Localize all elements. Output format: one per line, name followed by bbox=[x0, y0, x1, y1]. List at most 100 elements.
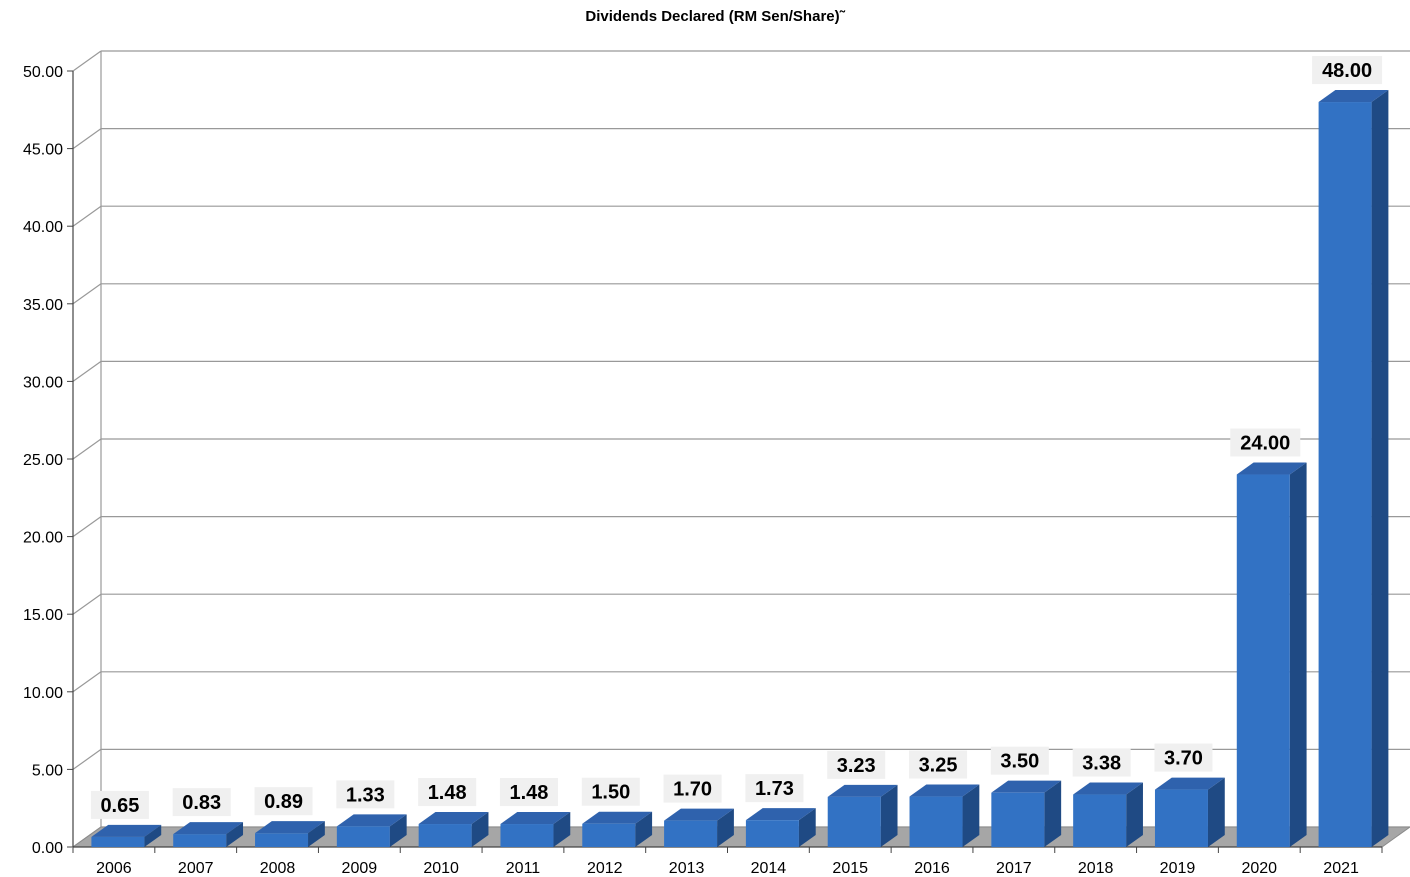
bar-side bbox=[1207, 777, 1225, 847]
data-label-bg bbox=[499, 778, 558, 807]
x-tick-label: 2011 bbox=[506, 860, 541, 877]
bar-top bbox=[1073, 782, 1143, 795]
data-label: 1.70 bbox=[673, 779, 712, 801]
bar-side bbox=[880, 784, 898, 847]
data-label: 1.48 bbox=[510, 782, 549, 804]
gridline-diagonal bbox=[72, 360, 102, 382]
y-tick-label: 5.00 bbox=[32, 762, 63, 779]
bar-top bbox=[173, 822, 244, 835]
bar-side bbox=[1371, 90, 1389, 848]
gridline-diagonal bbox=[72, 748, 102, 770]
bar-top bbox=[1154, 777, 1225, 790]
gridline-diagonal bbox=[72, 593, 102, 615]
bar-side bbox=[226, 822, 244, 847]
bar bbox=[827, 796, 881, 847]
gridline-diagonal bbox=[72, 516, 102, 538]
data-label-bg bbox=[254, 787, 313, 816]
bar-top bbox=[745, 808, 816, 821]
bar-top bbox=[1318, 90, 1389, 103]
bar bbox=[173, 834, 227, 847]
data-label-bg bbox=[172, 788, 231, 817]
y-tick-label: 25.00 bbox=[23, 452, 63, 469]
data-label-bg bbox=[1312, 56, 1383, 85]
data-label-bg bbox=[1072, 748, 1131, 777]
bar bbox=[1318, 102, 1372, 848]
data-label-bg bbox=[1154, 743, 1213, 772]
bar-side bbox=[1044, 780, 1062, 847]
bar-side bbox=[962, 784, 980, 847]
data-label: 3.23 bbox=[837, 755, 876, 777]
data-label-bg bbox=[745, 774, 804, 803]
bar-side bbox=[717, 808, 734, 847]
data-label: 0.89 bbox=[264, 791, 303, 813]
gridline-diagonal bbox=[72, 205, 102, 227]
bar bbox=[1236, 474, 1290, 847]
data-label-bg bbox=[663, 774, 722, 803]
data-label: 1.73 bbox=[755, 778, 794, 800]
bar-top bbox=[91, 824, 162, 837]
bar bbox=[664, 820, 718, 847]
bar-side bbox=[798, 808, 816, 847]
bar bbox=[255, 833, 309, 847]
bar-side bbox=[471, 812, 489, 847]
y-tick-label: 0.00 bbox=[32, 840, 63, 857]
bar bbox=[500, 824, 554, 847]
data-label: 0.65 bbox=[100, 795, 139, 817]
bar-top bbox=[336, 814, 407, 827]
data-label: 1.48 bbox=[428, 782, 467, 804]
bar-top bbox=[582, 811, 653, 824]
bar-top bbox=[991, 780, 1062, 793]
data-label: 3.38 bbox=[1082, 753, 1121, 775]
bar-top bbox=[827, 784, 898, 797]
y-tick-label: 30.00 bbox=[23, 374, 63, 391]
y-tick-label: 45.00 bbox=[23, 142, 63, 159]
gridline-diagonal bbox=[72, 671, 102, 693]
x-tick-label: 2019 bbox=[1160, 860, 1196, 877]
data-label: 3.70 bbox=[1164, 748, 1203, 770]
bar bbox=[91, 836, 145, 847]
data-label: 48.00 bbox=[1322, 60, 1372, 82]
bar bbox=[991, 792, 1045, 847]
bar-top bbox=[1236, 462, 1307, 475]
data-label: 24.00 bbox=[1240, 433, 1290, 455]
data-label-bg bbox=[827, 750, 886, 779]
bar-side bbox=[553, 812, 571, 847]
data-label-bg bbox=[990, 746, 1049, 775]
data-label-bg bbox=[909, 750, 968, 779]
bar bbox=[336, 826, 390, 847]
bar-top bbox=[664, 808, 734, 821]
bar-top bbox=[255, 821, 325, 834]
x-tick-label: 2020 bbox=[1241, 860, 1277, 877]
data-label-bg bbox=[1230, 428, 1301, 457]
data-label-bg bbox=[90, 790, 149, 819]
bar bbox=[1154, 789, 1208, 847]
bar-top bbox=[418, 812, 489, 825]
data-label-bg bbox=[418, 778, 477, 807]
gridline-diagonal bbox=[72, 128, 102, 150]
y-tick-label: 10.00 bbox=[23, 685, 63, 702]
bar bbox=[582, 823, 636, 847]
y-tick-label: 40.00 bbox=[23, 219, 63, 236]
bar-side bbox=[1289, 462, 1307, 847]
bar-side bbox=[308, 821, 325, 847]
gridline-diagonal bbox=[72, 438, 102, 460]
bar-top bbox=[500, 812, 571, 825]
gridline-diagonal bbox=[72, 283, 102, 305]
x-tick-label: 2018 bbox=[1078, 860, 1114, 877]
bar-side bbox=[389, 814, 407, 847]
data-label: 3.25 bbox=[919, 755, 958, 777]
bar-top bbox=[909, 784, 980, 797]
data-label: 1.33 bbox=[346, 784, 385, 806]
y-tick-label: 35.00 bbox=[23, 297, 63, 314]
x-tick-label: 2009 bbox=[342, 860, 378, 877]
data-label: 3.50 bbox=[1000, 751, 1039, 773]
y-tick-label: 15.00 bbox=[23, 607, 63, 624]
x-tick-label: 2007 bbox=[178, 860, 214, 877]
x-tick-label: 2013 bbox=[669, 860, 705, 877]
x-tick-label: 2017 bbox=[996, 860, 1032, 877]
x-tick-label: 2014 bbox=[751, 860, 787, 877]
bar-side bbox=[635, 811, 653, 847]
gridline-diagonal bbox=[72, 50, 102, 72]
bar bbox=[745, 820, 799, 847]
